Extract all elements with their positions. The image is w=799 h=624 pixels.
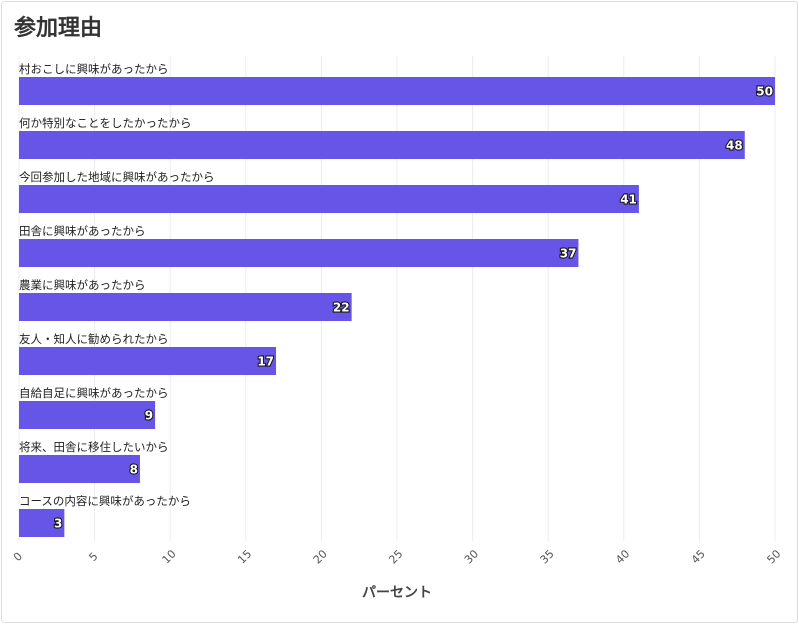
category-label: 将来、田舎に移住したいから — [19, 440, 169, 454]
chart-title: 参加理由 — [14, 16, 103, 41]
category-label: 自給自足に興味があったから — [19, 386, 169, 400]
x-tick-label: 0 — [11, 550, 25, 564]
bar — [19, 131, 745, 159]
bar-value-label: 9 — [145, 409, 153, 423]
category-label: 田舎に興味があったから — [19, 224, 146, 238]
x-tick-label: 30 — [462, 547, 481, 566]
bar — [19, 77, 775, 105]
bar — [19, 401, 156, 429]
bar — [19, 347, 277, 375]
bar — [19, 293, 352, 321]
bar-value-label: 22 — [333, 301, 350, 315]
bar-value-label: 3 — [54, 517, 62, 531]
x-tick-label: 5 — [86, 550, 100, 564]
bar-value-label: 41 — [620, 193, 637, 207]
bars-group: 村おこしに興味があったから 50 何か特別なことをしたかったから 48 今回参加した地域… — [19, 62, 775, 537]
bar — [19, 509, 65, 537]
bar-value-label: 8 — [130, 463, 138, 477]
bar-value-label: 48 — [726, 139, 743, 153]
category-label: 今回参加した地域に興味があったから — [19, 170, 215, 184]
category-label: 村おこしに興味があったから — [19, 62, 169, 76]
x-tick-label: 35 — [538, 547, 557, 566]
x-tick-label: 45 — [689, 547, 708, 566]
bar-value-label: 50 — [756, 85, 773, 99]
x-tick-label: 50 — [764, 547, 783, 566]
bar — [19, 455, 140, 483]
category-label: 農業に興味があったから — [19, 278, 146, 292]
bar-value-label: 17 — [257, 355, 274, 369]
x-tick-label: 20 — [311, 547, 330, 566]
category-label: 何か特別なことをしたかったから — [19, 116, 192, 130]
x-axis-ticks: 0 5 10 15 20 25 30 35 40 45 50 — [11, 547, 784, 566]
x-axis-title: パーセント — [362, 585, 432, 601]
x-tick-label: 40 — [613, 547, 632, 566]
bar — [19, 239, 579, 267]
bar-value-label: 37 — [560, 247, 577, 261]
category-label: 友人・知人に勧められたから — [19, 332, 169, 346]
category-label: コースの内容に興味があったから — [19, 494, 191, 508]
bar — [19, 185, 639, 213]
x-tick-label: 15 — [235, 547, 254, 566]
x-tick-label: 25 — [386, 547, 405, 566]
x-tick-label: 10 — [160, 547, 179, 566]
